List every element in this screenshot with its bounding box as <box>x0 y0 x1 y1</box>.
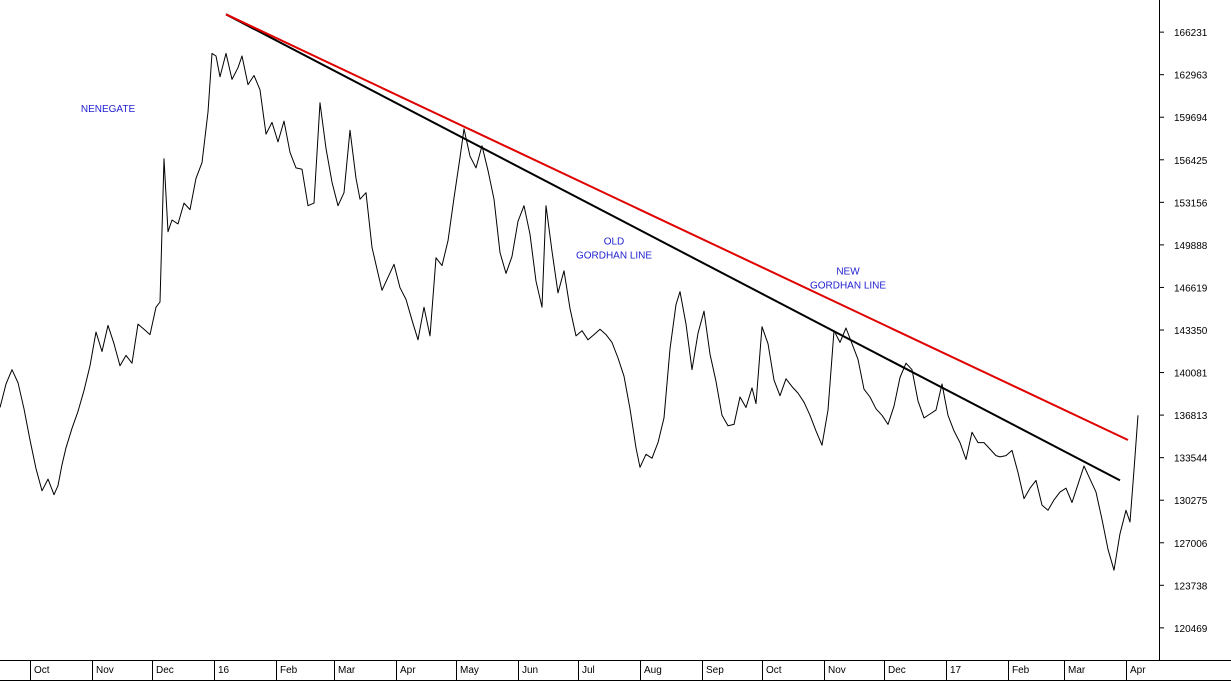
y-tick-label: 162963 <box>1174 71 1208 82</box>
plot-area <box>0 13 1139 571</box>
x-tick-label: Nov <box>96 665 114 676</box>
y-tick-label: 156425 <box>1174 156 1208 167</box>
annotation-label: OLD <box>604 237 625 248</box>
new-gordhan-trendline <box>225 13 1129 441</box>
y-tick-label: 140081 <box>1174 369 1208 380</box>
x-tick-label: Mar <box>1068 665 1086 676</box>
annotation-label: NENEGATE <box>81 104 136 115</box>
x-tick-label: Apr <box>400 665 416 676</box>
x-tick-label: Oct <box>34 665 50 676</box>
y-tick-label: 159694 <box>1174 113 1208 124</box>
x-tick-label: Nov <box>828 665 846 676</box>
x-tick-label: Oct <box>766 665 782 676</box>
y-tick-label: 130275 <box>1174 496 1208 507</box>
y-tick-label: 127006 <box>1174 539 1208 550</box>
y-tick-label: 143350 <box>1174 326 1208 337</box>
x-tick-label: Jun <box>522 665 538 676</box>
x-tick-label: Feb <box>280 665 298 676</box>
x-tick-label: Apr <box>1130 665 1146 676</box>
y-tick-label: 153156 <box>1174 198 1208 209</box>
x-tick-label: 17 <box>950 665 962 676</box>
price-series-line <box>0 52 1139 571</box>
y-tick-label: 136813 <box>1174 411 1208 422</box>
y-axis: 166231 162963 159694 156425 153156 149888 1466… <box>1159 28 1208 635</box>
x-tick-label: Sep <box>706 665 724 676</box>
y-tick-label: 146619 <box>1174 283 1208 294</box>
x-tick-label: Mar <box>338 665 356 676</box>
y-tick-label: 149888 <box>1174 241 1208 252</box>
y-tick-label: 133544 <box>1174 454 1208 465</box>
annotation-label: NEW <box>836 267 860 278</box>
x-tick-label: Dec <box>156 665 174 676</box>
x-tick-label: May <box>460 665 479 676</box>
y-tick-label: 166231 <box>1174 28 1208 39</box>
annotation-label: GORDHAN LINE <box>576 251 652 262</box>
x-tick-label: Jul <box>582 665 595 676</box>
x-tick-label: Dec <box>888 665 906 676</box>
x-tick-label: Aug <box>644 665 662 676</box>
y-tick-label: 123738 <box>1174 581 1208 592</box>
annotations: NENEGATE OLD GORDHAN LINE NEW GORDHAN LINE <box>81 104 887 292</box>
x-tick-label: Feb <box>1012 665 1030 676</box>
annotation-label: GORDHAN LINE <box>810 281 886 292</box>
y-tick-label: 120469 <box>1174 624 1208 635</box>
x-axis: Oct Nov Dec 16 Feb Mar Apr May Jun Jul Aug Sep Oct No… <box>30 660 1146 681</box>
old-gordhan-trendline <box>225 13 1121 482</box>
x-tick-label: 16 <box>218 665 230 676</box>
